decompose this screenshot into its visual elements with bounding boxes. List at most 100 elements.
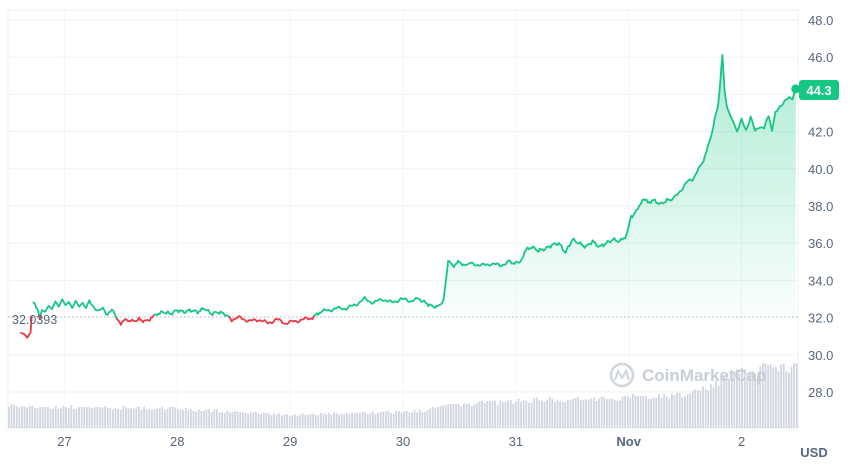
volume-bar <box>278 413 281 428</box>
volume-bar <box>273 413 275 428</box>
volume-bar <box>603 397 606 428</box>
volume-bar <box>767 365 769 428</box>
volume-bar <box>567 399 569 428</box>
volume-bar <box>83 406 86 428</box>
x-tick-label: Nov <box>616 434 641 449</box>
volume-bar <box>236 411 239 428</box>
volume-bar <box>551 398 554 428</box>
y-tick-label: 30.0 <box>808 348 833 363</box>
volume-bar <box>54 406 57 428</box>
volume-bar <box>187 410 190 428</box>
volume-bar <box>507 400 509 428</box>
volume-bar <box>759 366 762 428</box>
volume-bar <box>574 397 577 428</box>
volume-bar <box>114 408 117 428</box>
volume-bar <box>520 401 522 428</box>
price-series-up <box>39 298 118 319</box>
volume-bar <box>257 413 260 428</box>
volume-bar <box>431 407 434 428</box>
y-tick-label: 34.0 <box>808 273 833 288</box>
volume-bar <box>312 414 314 428</box>
price-series-down <box>19 315 33 340</box>
volume-bar <box>629 398 632 428</box>
volume-bar <box>174 407 177 428</box>
volume-bar <box>23 406 26 428</box>
volume-bar <box>382 411 385 428</box>
volume-bar <box>749 372 751 428</box>
volume-bar <box>647 398 650 428</box>
volume-bar <box>780 364 782 428</box>
volume-bar <box>554 402 556 428</box>
volume-bar <box>86 407 88 428</box>
volume-bar <box>229 412 231 428</box>
volume-bar <box>457 404 460 428</box>
y-tick-label: 38.0 <box>808 199 833 214</box>
volume-bar <box>704 388 707 428</box>
volume-bar <box>447 404 450 428</box>
volume-bar <box>785 370 788 428</box>
volume-bar <box>177 409 179 428</box>
volume-bar <box>465 403 468 428</box>
volume-bar <box>91 408 93 428</box>
volume-bar <box>437 407 439 428</box>
volume-bar <box>728 378 730 428</box>
volume-bar <box>600 396 603 428</box>
volume-bar <box>712 387 715 428</box>
volume-bar <box>543 402 546 428</box>
volume-bar <box>660 397 663 428</box>
volume-bar <box>515 401 517 428</box>
volume-bar <box>67 407 70 428</box>
volume-bar <box>156 408 158 428</box>
volume-bar <box>658 394 660 428</box>
volume-bar <box>442 405 444 428</box>
volume-bar <box>398 411 400 428</box>
volume-bar <box>109 408 112 428</box>
volume-bar <box>499 400 502 428</box>
volume-bar <box>205 409 208 428</box>
volume-bar <box>517 398 520 428</box>
volume-bar <box>697 390 699 428</box>
volume-bar <box>452 403 455 428</box>
volume-bar <box>252 412 255 428</box>
volume-bar <box>751 371 754 428</box>
volume-bar <box>572 398 574 428</box>
volume-bar <box>309 413 312 428</box>
volume-bar <box>226 410 229 428</box>
x-tick-label: 31 <box>509 434 523 449</box>
volume-bar <box>733 371 736 428</box>
volume-bar <box>538 400 541 428</box>
volume-bar <box>678 393 681 428</box>
volume-bar <box>210 412 213 428</box>
y-tick-label: 48.0 <box>808 13 833 28</box>
volume-bar <box>390 412 392 428</box>
volume-bar <box>330 414 333 428</box>
volume-bar <box>242 412 244 428</box>
last-price-label: 44.3 <box>806 83 831 98</box>
volume-bar <box>795 363 798 428</box>
volume-bar <box>122 405 125 428</box>
volume-bar <box>725 373 728 428</box>
volume-bar <box>429 408 431 428</box>
volume-bar <box>101 407 104 428</box>
volume-bar <box>608 398 611 428</box>
volume-bar <box>265 413 268 428</box>
volume-bar <box>62 405 65 428</box>
volume-bar <box>512 403 515 428</box>
volume-bar <box>171 406 174 428</box>
y-tick-label: 36.0 <box>808 236 833 251</box>
volume-bar <box>192 410 195 428</box>
volume-bar <box>580 400 582 428</box>
volume-bar <box>738 373 741 428</box>
volume-bar <box>502 402 504 428</box>
volume-bar <box>216 409 218 428</box>
volume-bar <box>707 390 710 428</box>
volume-bar <box>283 414 286 428</box>
volume-bar <box>356 412 359 428</box>
volume-bar <box>665 396 668 428</box>
volume-bar <box>793 363 795 428</box>
volume-bar <box>151 410 153 428</box>
grid <box>7 9 799 429</box>
watermark: CoinMarketCap <box>609 362 767 388</box>
volume-bar <box>80 406 83 428</box>
